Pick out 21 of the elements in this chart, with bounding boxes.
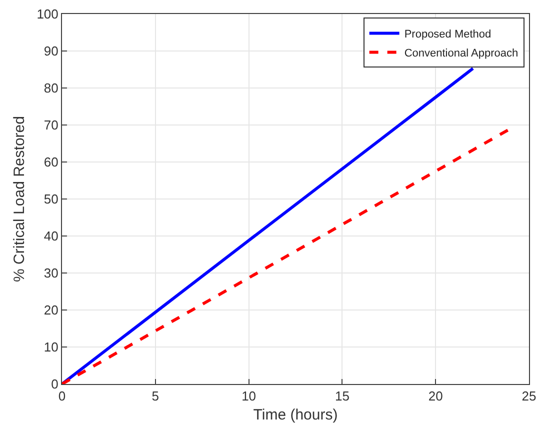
- y-tick-label: 80: [44, 80, 58, 96]
- y-tick-label: 100: [36, 6, 58, 22]
- y-tick-label: 40: [44, 228, 58, 244]
- line-series: [62, 66, 474, 384]
- y-tick-label: 70: [44, 118, 58, 133]
- x-tick-label: 20: [428, 388, 443, 404]
- x-tick-label: 5: [152, 388, 160, 404]
- y-tick-label: 90: [44, 44, 58, 59]
- legend-label: Proposed Method: [404, 28, 492, 40]
- y-tick-label: 30: [44, 266, 58, 281]
- y-tick-label: 0: [51, 376, 58, 392]
- y-tick-label: 50: [44, 192, 58, 207]
- y-tick-label: 10: [44, 340, 58, 355]
- x-tick-label: 10: [242, 388, 256, 404]
- y-tick-label: 20: [44, 302, 58, 318]
- y-axis-title: % Critical Load Restored: [10, 116, 28, 282]
- legend-label: Conventional Approach: [404, 47, 518, 60]
- x-tick-label: 15: [334, 388, 350, 404]
- x-tick-label: 25: [522, 388, 536, 404]
- y-tick-label: 60: [44, 154, 58, 170]
- x-axis-title: Time (hours): [253, 406, 338, 424]
